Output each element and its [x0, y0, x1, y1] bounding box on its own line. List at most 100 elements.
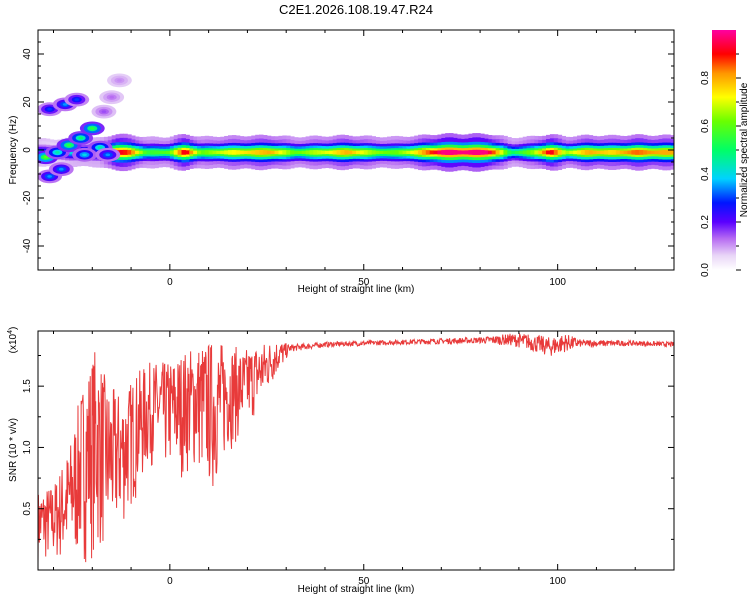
heatmap-ridge-cell [134, 150, 140, 155]
colorbar-tick-label: 0.6 [700, 119, 711, 133]
heatmap-blob [58, 167, 64, 171]
heatmap-ridge-cell [336, 150, 342, 155]
heatmap-ridge-cell [251, 150, 256, 155]
heatmap-ridge-cell [639, 149, 644, 155]
heatmap-ridge-cell [131, 150, 136, 155]
heatmap-ridge-cell [526, 150, 532, 155]
heatmap-ridge-cell [231, 150, 237, 155]
heatmap-ridge-cell [468, 150, 473, 155]
heatmap-blob [78, 136, 83, 140]
heatmap-ridge-cell [584, 150, 590, 155]
heatmap-ridge-cell [491, 150, 497, 155]
heatmap-ridge-cell [546, 150, 551, 155]
heatmap-ridge-cell [185, 150, 190, 155]
heatmap-ridge-cell [344, 150, 349, 155]
colorbar-tick-label: 0.0 [700, 263, 711, 277]
heatmap-ridge-cell [569, 150, 574, 155]
heatmap-ridge-cell [235, 150, 241, 155]
heatmap-ridge-cell [181, 150, 186, 155]
heatmap-ridge-cell [309, 150, 314, 155]
heatmap-ridge-cell [433, 150, 439, 155]
heatmap-ridge-cell [596, 150, 601, 155]
heatmap-y-axis-label: Frequency (Hz) [8, 116, 19, 185]
heatmap-ridge-cell [522, 150, 528, 155]
svg-text:(x104): (x104) [7, 327, 19, 354]
heatmap-ridge-cell [282, 150, 287, 155]
heatmap-ridge-cell [123, 149, 128, 155]
heatmap-ridge-cell [588, 150, 594, 155]
heatmap-ridge-cell [228, 150, 233, 155]
heatmap-ridge-cell [538, 150, 543, 155]
heatmap-ridge-cell [549, 150, 555, 155]
heatmap-ridge-cell [495, 150, 501, 155]
colorbar-gradient [712, 30, 736, 270]
heatmap-ridge-cell [511, 150, 516, 155]
heatmap-ridge-cell [646, 150, 652, 155]
snr-y-ticks: 0.5 1.0 1.5 [22, 355, 674, 540]
heatmap-ridge-cell [305, 150, 311, 155]
heatmap-ridge-cell [340, 149, 345, 155]
heatmap-ridge-cell [487, 150, 493, 155]
heatmap-ridge-cell [390, 150, 396, 155]
heatmap-ridge-cell [600, 150, 605, 155]
heatmap-x-tick-label: 0 [167, 277, 173, 288]
heatmap-blob [82, 153, 87, 157]
heatmap-ridge-cell [445, 149, 450, 155]
heatmap-ridge-cell [615, 150, 621, 155]
heatmap-ridge-cell [321, 150, 326, 155]
heatmap-y-tick-label: 20 [22, 96, 33, 108]
heatmap-ridge-cell [580, 150, 586, 155]
heatmap-ridge-cell [208, 150, 214, 155]
heatmap-ridge-cell [297, 150, 303, 154]
heatmap-ridge-cell [200, 150, 206, 155]
snr-frame [37, 330, 675, 571]
snr-multiplier-exponent: 4 [7, 330, 14, 334]
heatmap-ridge-cell [371, 150, 376, 155]
heatmap-ridge-cell [429, 150, 435, 155]
heatmap-ridge-cell [239, 150, 245, 155]
heatmap-ridge-cell [286, 150, 291, 155]
heatmap-ridge-cell [573, 150, 578, 155]
heatmap-ridge-cell [293, 150, 299, 155]
heatmap-ridge-cell [592, 150, 598, 155]
heatmap-y-tick-label: 40 [22, 48, 33, 60]
heatmap-ridge-cell [387, 150, 392, 155]
heatmap-ridge-cell [441, 150, 446, 155]
heatmap-ridge-cell [383, 150, 388, 155]
heatmap-blob [47, 107, 52, 111]
heatmap-ridge-cell [317, 150, 322, 155]
heatmap-ridge-cell [119, 149, 124, 155]
heatmap-ridge-cell [577, 150, 582, 155]
heatmap-ridge-cell [658, 150, 663, 155]
heatmap-content [38, 73, 674, 184]
figure-title: C2E1.2026.108.19.47.R24 [279, 2, 433, 17]
heatmap-ridge-cell [169, 150, 175, 155]
heatmap-ridge-cell [367, 150, 373, 155]
heatmap-ridge-cell [642, 150, 648, 155]
snr-multiplier-close: ) [8, 327, 19, 330]
snr-series-line [38, 332, 674, 564]
heatmap-ridge-cell [259, 149, 264, 155]
heatmap-ridge-cell [220, 150, 225, 155]
heatmap-blob [66, 143, 72, 147]
colorbar: 0.0 0.2 0.4 0.6 0.8 Normalized spectral ampl… [700, 30, 750, 277]
heatmap-ridge-cell [193, 150, 198, 155]
heatmap-blob [89, 127, 95, 130]
snr-y-tick-label: 1.5 [22, 379, 33, 393]
heatmap-blob [62, 103, 68, 106]
heatmap-ridge-cell [611, 150, 617, 155]
snr-y-axis-label: SNR (10 * v/v) [8, 418, 19, 482]
heatmap-ridge-cell [255, 150, 260, 155]
snr-y-tick-label: 1.0 [22, 440, 33, 454]
heatmap-ridge-cell [274, 150, 280, 155]
heatmap-ridge-cell [406, 150, 411, 155]
heatmap-ridge-cell [561, 150, 567, 155]
heatmap-blob [74, 98, 80, 101]
heatmap-y-tick-label: 0 [22, 147, 33, 153]
heatmap-ridge-cell [480, 150, 485, 155]
heatmap-ridge-cell [635, 149, 640, 155]
heatmap-ridge-cell [662, 149, 667, 155]
heatmap-ridge-cell [507, 150, 512, 155]
heatmap-ridge-cell [154, 150, 159, 155]
heatmap-ridge-cell [608, 150, 613, 155]
